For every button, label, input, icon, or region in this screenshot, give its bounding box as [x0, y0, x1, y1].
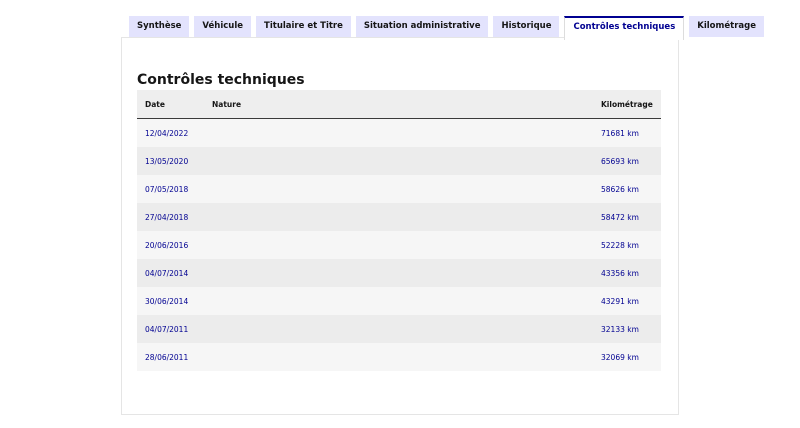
row-date: 28/06/2011 [137, 343, 204, 371]
row-nature [204, 118, 593, 147]
controles-table: Date Nature Kilométrage 12/04/2022 71681 … [137, 90, 661, 371]
tab-controles-techniques[interactable]: Contrôles techniques [564, 16, 685, 40]
row-km: 58626 km [593, 175, 661, 203]
header-km: Kilométrage [593, 90, 661, 119]
table-row: 07/05/2018 58626 km [137, 175, 661, 203]
header-nature: Nature [204, 90, 593, 119]
row-nature [204, 175, 593, 203]
row-km: 32133 km [593, 315, 661, 343]
tab-synthese[interactable]: Synthèse [129, 16, 190, 37]
row-km: 71681 km [593, 118, 661, 147]
table-row: 27/04/2018 58472 km [137, 203, 661, 231]
row-date: 04/07/2011 [137, 315, 204, 343]
row-date: 20/06/2016 [137, 231, 204, 259]
tab-titulaire-titre[interactable]: Titulaire et Titre [256, 16, 351, 37]
table-row: 30/06/2014 43291 km [137, 287, 661, 315]
row-km: 32069 km [593, 343, 661, 371]
row-nature [204, 259, 593, 287]
table-row: 12/04/2022 71681 km [137, 118, 661, 147]
section-title: Contrôles techniques [137, 72, 305, 88]
row-date: 04/07/2014 [137, 259, 204, 287]
row-nature [204, 315, 593, 343]
row-date: 13/05/2020 [137, 147, 204, 175]
tab-historique[interactable]: Historique [493, 16, 560, 37]
row-nature [204, 343, 593, 371]
row-date: 30/06/2014 [137, 287, 204, 315]
table-row: 04/07/2011 32133 km [137, 315, 661, 343]
row-nature [204, 231, 593, 259]
row-date: 12/04/2022 [137, 118, 204, 147]
table-row: 04/07/2014 43356 km [137, 259, 661, 287]
row-nature [204, 147, 593, 175]
tab-kilometrage[interactable]: Kilométrage [689, 16, 764, 37]
tab-vehicule[interactable]: Véhicule [194, 16, 252, 37]
row-km: 58472 km [593, 203, 661, 231]
table-row: 20/06/2016 52228 km [137, 231, 661, 259]
row-km: 43356 km [593, 259, 661, 287]
row-date: 27/04/2018 [137, 203, 204, 231]
row-km: 43291 km [593, 287, 661, 315]
row-km: 65693 km [593, 147, 661, 175]
row-km: 52228 km [593, 231, 661, 259]
table-row: 28/06/2011 32069 km [137, 343, 661, 371]
tab-situation-administrative[interactable]: Situation administrative [355, 16, 489, 37]
row-nature [204, 287, 593, 315]
row-date: 07/05/2018 [137, 175, 204, 203]
tab-bar: Synthèse Véhicule Titulaire et Titre Sit… [129, 16, 764, 40]
table-row: 13/05/2020 65693 km [137, 147, 661, 175]
row-nature [204, 203, 593, 231]
header-date: Date [137, 90, 204, 119]
